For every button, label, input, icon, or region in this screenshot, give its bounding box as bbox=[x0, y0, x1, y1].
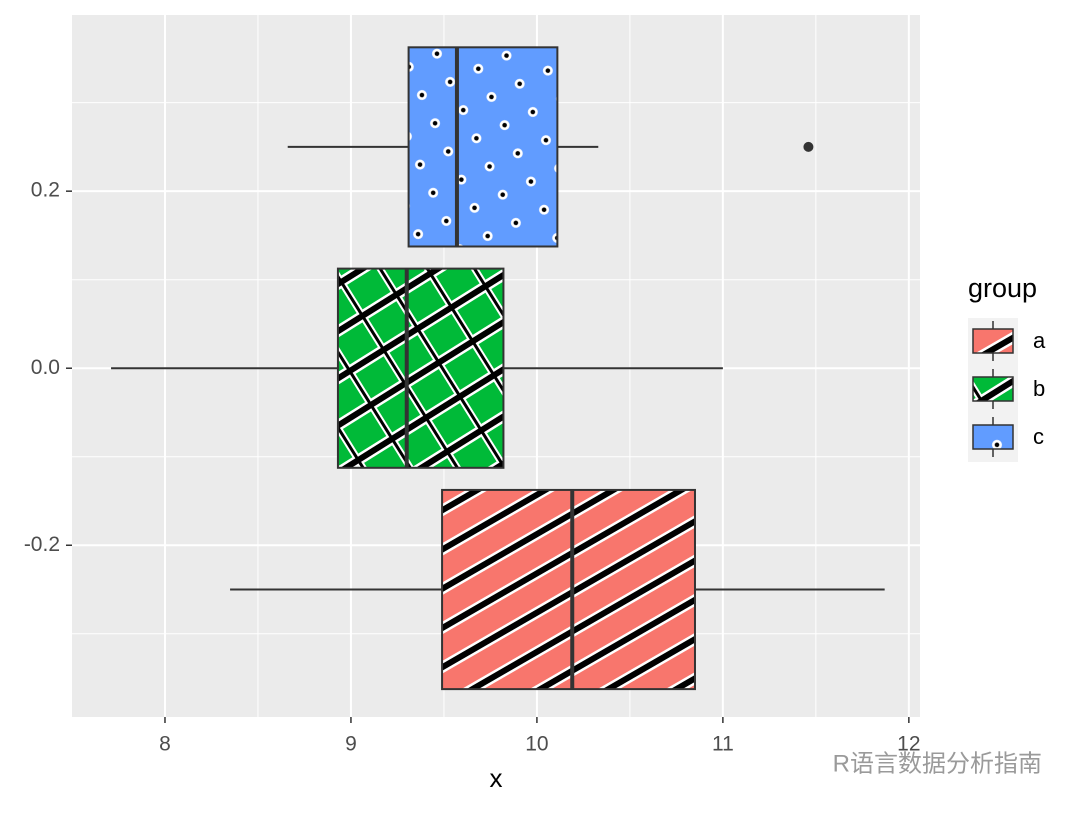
y-tick-label: -0.2 bbox=[24, 533, 60, 556]
x-tick-label: 10 bbox=[525, 733, 548, 756]
legend-key-pattern bbox=[972, 424, 1014, 450]
y-tick-label: 0.0 bbox=[31, 356, 60, 379]
outlier bbox=[803, 141, 814, 152]
box-pattern bbox=[336, 267, 505, 469]
x-tick-label: 9 bbox=[345, 733, 357, 756]
y-tick-label: 0.2 bbox=[31, 179, 60, 202]
legend-label: a bbox=[1033, 328, 1046, 353]
x-tick-label: 12 bbox=[897, 733, 920, 756]
legend-label: c bbox=[1033, 424, 1044, 449]
x-tick-label: 8 bbox=[159, 733, 171, 756]
x-tick-label: 11 bbox=[712, 733, 734, 756]
legend-title: group bbox=[968, 273, 1037, 303]
box-pattern bbox=[441, 488, 696, 691]
x-axis-label: x bbox=[490, 763, 503, 793]
watermark: R语言数据分析指南 bbox=[833, 750, 1042, 777]
box-pattern bbox=[407, 46, 559, 248]
legend-key-pattern bbox=[972, 328, 1014, 354]
legend-label: b bbox=[1033, 376, 1045, 401]
legend-key-pattern bbox=[972, 376, 1014, 402]
